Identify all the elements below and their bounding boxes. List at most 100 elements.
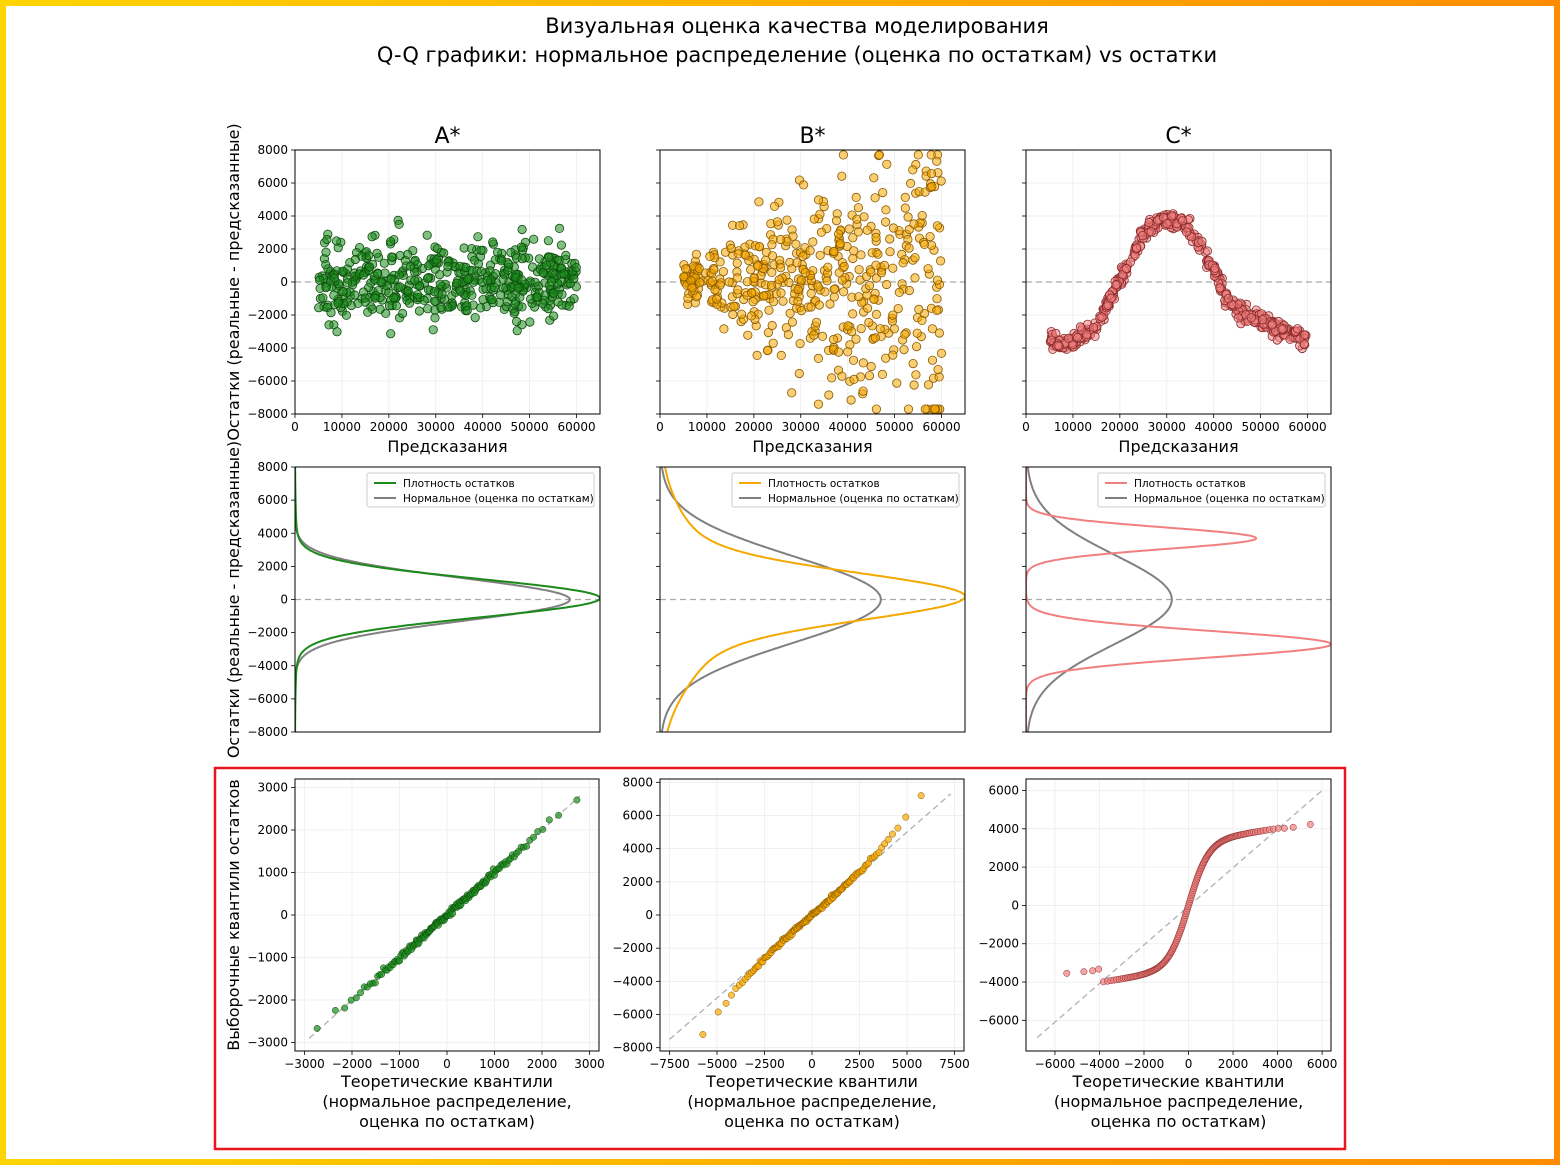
data-point [794, 368, 804, 379]
data-point [784, 277, 794, 288]
data-point [679, 272, 689, 282]
x-tick-label: −4000 [1079, 1057, 1120, 1071]
qq-point [714, 1008, 722, 1016]
data-point [783, 329, 794, 340]
data-point [796, 275, 806, 285]
y-tick-label: −6000 [247, 692, 288, 706]
data-point [322, 234, 332, 245]
data-point [430, 296, 440, 306]
x-tick-label: 2000 [527, 1057, 558, 1071]
x-axis-label-line: (нормальное распределение, [1054, 1092, 1303, 1111]
qq-point [539, 825, 547, 833]
data-point [321, 247, 331, 257]
density-curve [664, 467, 965, 732]
y-tick-label: 6000 [622, 808, 653, 822]
data-point [746, 311, 757, 321]
data-point [854, 292, 864, 302]
x-axis-label-line: оценка по остаткам) [1091, 1112, 1267, 1131]
data-point [930, 404, 940, 414]
data-point [548, 311, 559, 321]
data-point [1121, 263, 1131, 274]
data-point [791, 239, 801, 249]
data-point [734, 221, 745, 231]
data-point [422, 230, 432, 240]
x-tick-label: 0 [808, 1057, 816, 1071]
y-tick-label: 8000 [257, 143, 288, 157]
data-point [914, 304, 924, 314]
data-point [817, 331, 828, 341]
data-point [432, 244, 442, 254]
qq-point [894, 824, 902, 832]
data-point [767, 320, 777, 331]
data-point [848, 309, 858, 319]
data-point [549, 288, 559, 298]
data-point [728, 309, 738, 320]
qq-point [313, 1024, 321, 1032]
data-point [1258, 315, 1268, 325]
data-point [925, 232, 935, 242]
x-tick-label: −2000 [1124, 1057, 1165, 1071]
data-point [732, 273, 743, 283]
qq-point [331, 1006, 339, 1014]
data-point [556, 240, 567, 250]
data-point [815, 250, 825, 260]
panel-qq-0: −3000 −2000 −1000 0 1000 2000 3000 −3000 −2000 −1… [224, 778, 605, 1131]
x-tick-label: 5000 [892, 1057, 923, 1071]
data-point [848, 253, 858, 264]
panel-title: B* [799, 124, 825, 149]
data-point [782, 215, 792, 225]
y-tick-label: −8000 [612, 1041, 653, 1055]
data-point [843, 347, 853, 357]
y-tick-label: −2000 [978, 937, 1019, 951]
data-point [844, 224, 854, 234]
data-point [900, 192, 910, 202]
data-point [837, 371, 847, 381]
data-point [569, 273, 579, 284]
data-point [843, 321, 853, 331]
qq-point [1289, 823, 1297, 831]
data-point [385, 237, 396, 247]
legend-box [366, 472, 595, 508]
data-point [815, 209, 825, 219]
y-tick-label: −8000 [247, 407, 288, 421]
data-point [478, 294, 488, 305]
data-point [753, 261, 763, 271]
data-point [439, 248, 449, 258]
data-point [726, 243, 736, 254]
x-tick-label: 0 [443, 1057, 451, 1071]
x-axis-label-line: Теоретические квантили [340, 1072, 553, 1091]
x-tick-label: 60000 [922, 420, 960, 434]
data-point [718, 266, 729, 277]
y-tick-label: 4000 [622, 842, 653, 856]
data-point [769, 201, 780, 211]
data-point [762, 345, 773, 356]
data-point [766, 280, 777, 290]
density-curve [295, 467, 600, 732]
data-point [871, 404, 882, 414]
data-point [1075, 322, 1086, 332]
y-tick-label: −4000 [247, 341, 288, 355]
y-tick-label: 0 [1011, 898, 1019, 912]
data-point [829, 284, 839, 294]
x-tick-label: −6000 [1035, 1057, 1076, 1071]
data-point [881, 205, 891, 215]
data-point [740, 242, 750, 252]
x-tick-label: −1000 [379, 1057, 420, 1071]
x-tick-label: 3000 [574, 1057, 605, 1071]
data-point [541, 260, 552, 270]
data-point [882, 159, 892, 169]
data-point [768, 297, 779, 307]
panel-residuals-2: 0 10000 20000 30000 40000 50000 60000 C* Предска… [1022, 124, 1332, 456]
data-point [837, 171, 847, 181]
x-axis-label-line: оценка по остаткам) [359, 1112, 535, 1131]
data-point [482, 275, 493, 286]
panel-residuals-0: 0 10000 20000 30000 40000 50000 60000−8000−600… [224, 123, 601, 456]
y-axis-label: Остатки (реальные - предсказанные) [224, 123, 243, 440]
data-point [473, 232, 483, 242]
qq-point [352, 994, 360, 1002]
x-tick-label: 40000 [464, 420, 502, 434]
data-point [412, 290, 423, 300]
data-point [785, 308, 795, 318]
data-point [904, 285, 915, 296]
data-point [813, 399, 824, 409]
